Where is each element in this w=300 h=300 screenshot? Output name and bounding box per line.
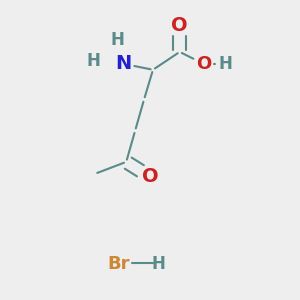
Text: H: H [110,31,124,49]
Text: Br: Br [107,255,130,273]
Text: H: H [152,255,166,273]
Text: N: N [115,54,131,73]
Text: H: H [87,52,100,70]
Text: O: O [196,55,211,73]
Text: O: O [171,16,188,35]
Text: H: H [219,55,233,73]
Text: O: O [142,167,158,186]
